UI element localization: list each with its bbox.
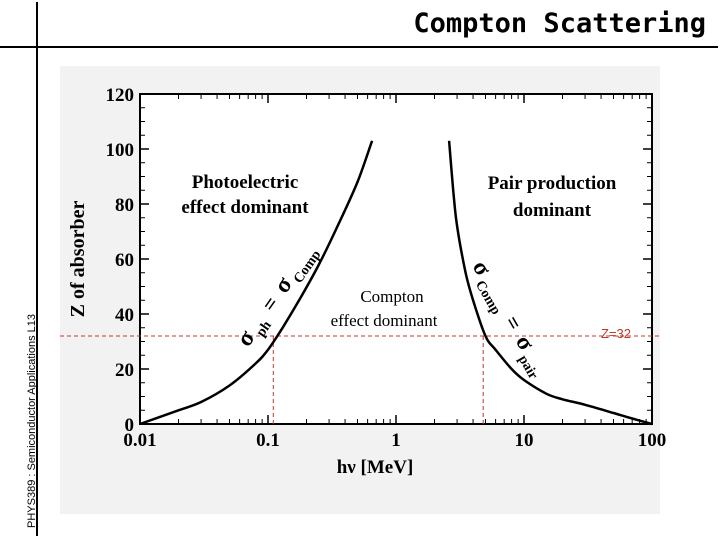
z32-guides — [60, 335, 660, 424]
vertical-divider — [36, 2, 38, 536]
tick-labels: 0.01 0.1 1 10 100 0 20 40 60 80 100 120 — [106, 85, 667, 451]
x-axis-label: hν [MeV] — [337, 457, 414, 478]
x-tick-label: 1 — [391, 430, 401, 451]
curve-photo-compton-boundary — [139, 140, 374, 426]
pair-production-label-line2: dominant — [513, 200, 592, 221]
z32-label: Z=32 — [601, 326, 631, 341]
y-tick-label: 40 — [115, 305, 134, 326]
compton-label-line1: Compton — [360, 287, 424, 306]
x-tick-label: 100 — [638, 430, 667, 451]
y-tick-label: 20 — [115, 360, 134, 381]
slide-title: Compton Scattering — [413, 8, 706, 39]
title-underline — [0, 46, 718, 48]
y-tick-label: 0 — [125, 415, 135, 436]
y-tick-label: 100 — [106, 140, 135, 161]
plot-area — [139, 93, 653, 425]
y-axis-label: Z of absorber — [67, 201, 89, 318]
axis-ticks — [139, 93, 653, 425]
photoelectric-label-line1: Photoelectric — [192, 172, 299, 193]
x-tick-label: 0.1 — [256, 430, 280, 451]
x-tick-label: 0.01 — [123, 430, 156, 451]
pair-production-label-line1: Pair production — [488, 173, 617, 194]
compton-label-line2: effect dominant — [331, 311, 438, 330]
curve-compton-pair-boundary — [447, 140, 653, 426]
curves — [139, 140, 653, 426]
x-tick-label: 10 — [515, 430, 534, 451]
photoelectric-label-line2: effect dominant — [181, 197, 309, 218]
y-tick-label: 80 — [115, 195, 134, 216]
y-tick-label: 60 — [115, 250, 134, 271]
y-tick-label: 120 — [106, 85, 135, 106]
